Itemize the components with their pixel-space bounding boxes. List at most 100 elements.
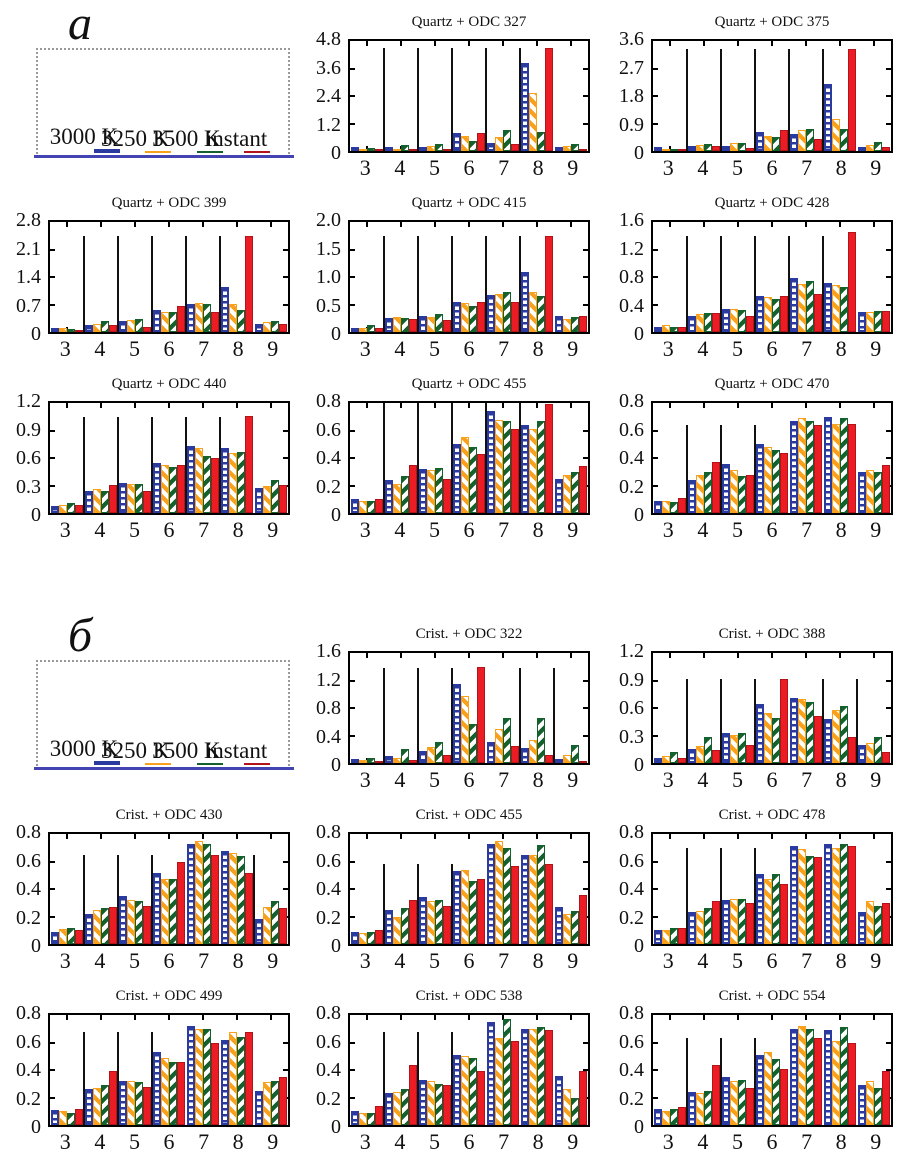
- bar-cluster: [857, 403, 891, 513]
- marker-line: [754, 235, 756, 332]
- chart-title: Crist. + ODC 455: [415, 807, 523, 823]
- axis-tick: [583, 734, 588, 737]
- bar-3500-k: [400, 475, 410, 513]
- bar-instant: [746, 1087, 755, 1125]
- chart-body: 0 0.2 0.4 0.6 0.8: [603, 822, 906, 956]
- y-tick-label: 0.6: [619, 697, 644, 719]
- axis-tick: [434, 41, 436, 46]
- x-tick-label: 9: [870, 767, 882, 792]
- bar-3250-k: [831, 285, 840, 332]
- x-tick-label: 8: [532, 336, 544, 361]
- axis-tick: [168, 1015, 170, 1020]
- axis-tick: [50, 457, 55, 459]
- axis-tick: [805, 222, 807, 227]
- axis-tick: [502, 834, 504, 839]
- bar-cluster: [384, 222, 418, 332]
- bar-instant: [143, 326, 152, 332]
- bar-cluster: [220, 1015, 254, 1125]
- bar-cluster: [350, 403, 384, 513]
- x-tick-label: 6: [163, 948, 175, 973]
- x-tick-label: 5: [128, 517, 140, 542]
- axis-tick: [366, 41, 368, 46]
- axis-tick: [570, 834, 572, 839]
- y-tick-label: 0: [31, 1116, 41, 1138]
- bar-cluster: [653, 403, 687, 513]
- bar-cluster: [254, 222, 288, 332]
- bar-3000-k: [486, 742, 495, 763]
- x-tick-label: 4: [394, 948, 406, 973]
- bar-3250-k: [58, 928, 67, 944]
- bar-3250-k: [392, 757, 401, 763]
- chart-cell: Crist. + ODC 478 0 0.2 0.4 0.6 0.8 3 4 5 6 7 8 9: [603, 797, 906, 978]
- marker-line: [788, 235, 790, 332]
- panel-b-label: б: [68, 609, 93, 662]
- y-axis: 0 0.2 0.4 0.6 0.8: [603, 822, 651, 956]
- axis-tick: [886, 1069, 891, 1071]
- axis-tick: [366, 1015, 368, 1020]
- x-tick-label: 7: [498, 767, 510, 792]
- bar-3000-k: [554, 478, 563, 513]
- bar-cluster: [755, 834, 789, 944]
- bar-3500-k: [669, 1108, 679, 1125]
- bar-3500-k: [536, 296, 546, 332]
- bar-3500-k: [134, 483, 144, 513]
- axis-tick: [350, 303, 355, 306]
- y-tick-label: 0: [331, 142, 341, 164]
- axis-tick: [50, 248, 55, 251]
- bar-instant: [511, 865, 520, 944]
- bar-3250-k: [763, 712, 772, 763]
- bar-3000-k: [687, 749, 696, 763]
- bar-3250-k: [426, 470, 435, 513]
- bar-3500-k: [434, 467, 444, 513]
- axis-tick: [669, 653, 671, 658]
- bar-3500-k: [873, 141, 883, 151]
- bar-3000-k: [486, 411, 495, 513]
- bar-cluster: [520, 41, 554, 151]
- axis-tick: [839, 1015, 841, 1020]
- bar-3500-k: [366, 931, 376, 944]
- axis-tick: [653, 860, 658, 863]
- bar-3500-k: [669, 502, 679, 513]
- bar-instant: [477, 302, 486, 332]
- axis-tick: [270, 1015, 272, 1020]
- axis-tick: [653, 679, 658, 682]
- bar-3000-k: [84, 491, 93, 513]
- marker-line: [485, 235, 487, 332]
- axis-tick: [350, 734, 355, 737]
- bar-cluster: [823, 41, 857, 151]
- axis-tick: [839, 41, 841, 46]
- y-tick-label: 3.6: [619, 28, 644, 50]
- bar-3250-k: [695, 1093, 704, 1125]
- bar-cluster: [520, 653, 554, 763]
- bar-cluster: [520, 1015, 554, 1125]
- bar-cluster: [384, 403, 418, 513]
- bar-instant: [579, 316, 588, 332]
- bar-3250-k: [126, 900, 135, 944]
- bar-cluster: [452, 653, 486, 763]
- bar-3250-k: [358, 149, 367, 151]
- axis-tick: [270, 222, 272, 227]
- axis-tick: [873, 222, 875, 227]
- bar-3000-k: [384, 318, 393, 332]
- bar-3000-k: [554, 759, 563, 763]
- bar-3250-k: [92, 1087, 101, 1125]
- axis-tick: [468, 834, 470, 839]
- bar-3250-k: [126, 320, 135, 332]
- bar-instant: [245, 872, 254, 944]
- bar-3000-k: [789, 697, 798, 763]
- axis-tick: [583, 276, 588, 278]
- bar-instant: [375, 327, 384, 332]
- bar-instant: [712, 462, 721, 513]
- bar-3250-k: [358, 1112, 367, 1125]
- axis-tick: [536, 834, 538, 839]
- bar-3250-k: [228, 1031, 237, 1125]
- bar-instant: [443, 1085, 452, 1125]
- x-tick-label: 3: [359, 948, 371, 973]
- bar-instant: [545, 755, 554, 763]
- marker-line: [686, 425, 688, 513]
- x-tick-label: 8: [232, 1129, 244, 1154]
- legend-item: instant: [206, 127, 288, 153]
- axis-tick: [350, 915, 355, 918]
- bar-instant: [579, 894, 588, 944]
